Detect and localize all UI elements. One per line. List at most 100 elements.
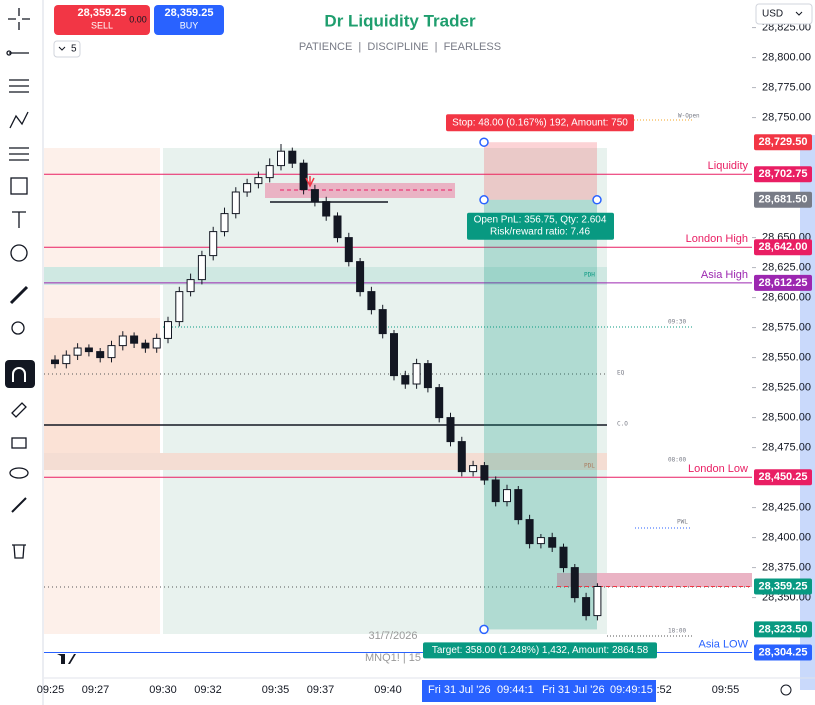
crosshair-tool[interactable] (8, 8, 30, 30)
trash-tool[interactable] (12, 544, 26, 559)
marker: C.O (617, 421, 628, 428)
stop-label-bg (446, 114, 634, 132)
marker: PDL (584, 463, 595, 470)
price-badge (754, 621, 812, 638)
candle-body (152, 337, 161, 349)
toolbar (0, 0, 44, 705)
target-label-bg (423, 642, 657, 659)
handle (592, 195, 602, 205)
candle-body (559, 546, 568, 569)
forecast-tool[interactable] (9, 147, 29, 161)
currency-select[interactable] (755, 3, 813, 25)
pdl-band (44, 453, 607, 470)
level-name: London Low (688, 463, 748, 475)
x-tick-label: 09:25 (37, 684, 65, 696)
emoji-tool[interactable] (10, 244, 28, 262)
marker: EQ (617, 370, 625, 377)
text-tool[interactable] (12, 211, 26, 228)
x-tick-label: 09:37 (307, 684, 335, 696)
quantity-box[interactable] (53, 40, 81, 58)
candle-body (423, 363, 432, 389)
candle-body (322, 201, 331, 217)
y-tick-label: 28,625.00 (762, 262, 811, 274)
zoom-tool[interactable] (11, 321, 25, 335)
demand-zone (557, 573, 752, 587)
candle-body (446, 417, 455, 443)
y-tick-label: 28,750.00 (762, 112, 811, 124)
candle-body (356, 261, 365, 293)
candle-body (51, 359, 59, 365)
candle-body (164, 321, 172, 339)
x-tick-label: 09:55 (712, 684, 740, 696)
candle-body (480, 465, 489, 481)
lock-tool[interactable] (11, 437, 27, 449)
crosshair-date: Fri 31 Jul '26 (542, 684, 605, 696)
price-badge (754, 134, 812, 151)
buy-button[interactable] (154, 5, 224, 35)
price-badge (754, 166, 812, 183)
y-tick-label: 28,375.00 (762, 562, 811, 574)
handle (479, 137, 489, 147)
candle-body (435, 387, 444, 419)
level-name: Liquidity (708, 160, 749, 172)
candle-body (220, 213, 229, 233)
pdh-band (44, 267, 607, 285)
candle-body (62, 354, 71, 365)
visibility-tool[interactable] (9, 467, 29, 479)
rr-label: Risk/reward ratio: 7.46 (490, 226, 590, 237)
watermark-date: 31/7/2026 (369, 630, 418, 642)
price-badge-label: 28,642.00 (759, 241, 808, 253)
crosshair-date: Fri 31 Jul '26 (428, 684, 491, 696)
y-tick-label: 28,500.00 (762, 412, 811, 424)
pencil-tool[interactable] (11, 402, 27, 418)
marker: PWL (677, 519, 688, 526)
price-badge (754, 469, 812, 486)
price-badge (754, 239, 812, 256)
line-tool[interactable] (6, 50, 29, 56)
candle-body (231, 191, 240, 215)
candle-body (525, 519, 534, 545)
y-tick-label: 28,825.00 (762, 22, 811, 34)
candle-body (73, 347, 82, 356)
candle-body (130, 335, 139, 344)
candle-body (96, 351, 105, 359)
marker: 09:30 (668, 319, 686, 326)
y-tick-label: 28,400.00 (762, 532, 811, 544)
price-badge (754, 578, 812, 595)
session-range (44, 318, 160, 470)
magnet-tool[interactable] (5, 360, 35, 388)
toolbar-bg (0, 0, 42, 705)
fib-tool[interactable] (9, 79, 29, 93)
measure-tool[interactable] (9, 285, 29, 305)
x-tick-label: 09:32 (194, 684, 222, 696)
candle-body (254, 177, 263, 185)
pattern-tool[interactable] (9, 111, 29, 129)
levels: Liquidity London High Asia High London Low A… (44, 160, 752, 653)
sell-button[interactable] (54, 5, 150, 35)
x-tick-label: 09:30 (149, 684, 177, 696)
y-tick-label: 28,425.00 (762, 502, 811, 514)
y-tick-label: 28,350.00 (762, 592, 811, 604)
candle-body (548, 537, 557, 548)
x-tick-label: 09:35 (262, 684, 290, 696)
watermark-symbol: MNQ1! | 15 (365, 652, 421, 664)
candle-body (378, 309, 387, 335)
handle (479, 624, 489, 635)
subtitle: PATIENCE | DISCIPLINE | FEARLESS (299, 41, 501, 53)
y-tick-label: 28,550.00 (762, 352, 811, 364)
y-tick-label: 28,775.00 (762, 82, 811, 94)
candle-body (344, 237, 353, 263)
candle-body (412, 363, 421, 385)
buy-price: 28,359.25 (165, 7, 214, 19)
price-badge (754, 191, 812, 208)
candle-body (288, 150, 297, 164)
time-axis: 09:25 09:27 09:30 09:32 09:35 09:37 09:40 09:52… (37, 684, 740, 696)
candle-body (175, 291, 184, 323)
spread: 0.00 (129, 14, 147, 24)
price-badge-label: 28,612.25 (759, 277, 808, 289)
candle-body (367, 291, 376, 311)
settings[interactable] (780, 684, 792, 696)
shape-tool[interactable] (10, 177, 28, 195)
pnl-label-bg (467, 212, 614, 240)
link-tool[interactable] (11, 497, 27, 513)
